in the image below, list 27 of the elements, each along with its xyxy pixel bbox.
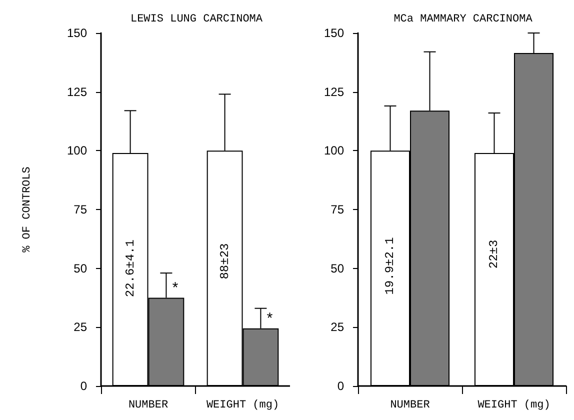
x-tick-label: NUMBER [390,400,430,412]
chart-title: LEWIS LUNG CARCINOMA [130,14,263,26]
x-tick-label: WEIGHT (mg) [206,400,280,412]
chart-title: MCa MAMMARY CARCINOMA [394,14,533,26]
y-tick-label: 0 [337,379,344,393]
y-tick-label: 100 [66,144,88,158]
y-tick-label: 0 [80,379,88,393]
y-tick-label: 50 [74,261,88,276]
y-tick-label: 125 [324,84,344,99]
y-tick-label: 150 [324,26,344,40]
x-tick-label: WEIGHT (mg) [478,400,550,412]
annotation: * [170,281,180,298]
annotation: 88±23 [218,243,232,280]
y-axis-title: % OF CONTROLS [22,166,34,252]
annotation: 22.6±4.1 [123,240,138,298]
y-tick-label: 25 [330,320,344,334]
y-tick-label: 125 [66,84,88,99]
annotation: 19.9±2.1 [383,237,398,295]
annotation: 22±3 [487,240,502,269]
y-tick-label: 150 [66,26,88,40]
x-tick-label: NUMBER [128,400,168,412]
annotation: * [265,312,274,329]
y-tick-label: 75 [330,202,344,216]
y-tick-label: 50 [330,261,344,276]
y-tick-label: 100 [324,144,344,158]
y-tick-label: 25 [74,320,88,334]
y-tick-label: 75 [74,202,88,216]
